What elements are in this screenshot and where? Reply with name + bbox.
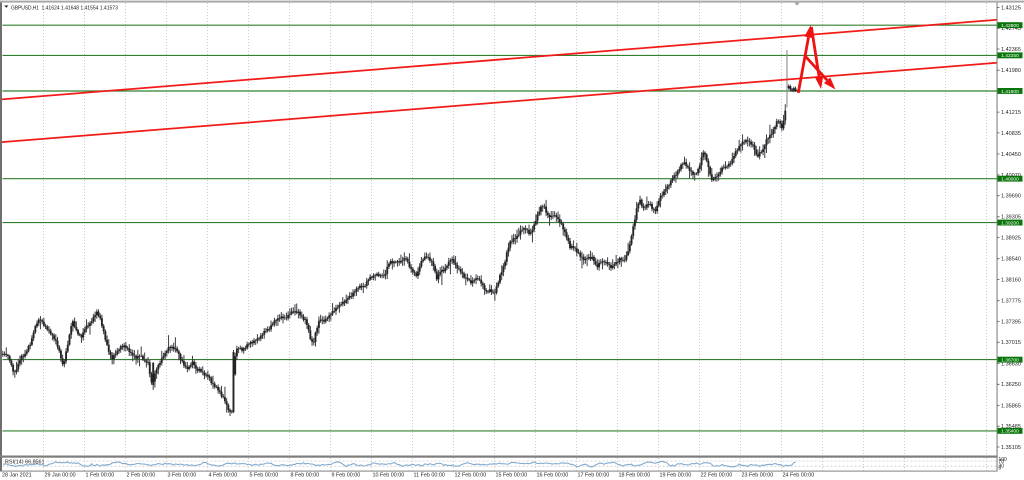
svg-text:1.42745: 1.42745 — [1001, 26, 1021, 32]
svg-text:1.35865: 1.35865 — [1001, 403, 1021, 409]
svg-text:8 Feb 00:00: 8 Feb 00:00 — [291, 473, 320, 479]
svg-text:1.41600: 1.41600 — [1001, 89, 1019, 95]
svg-text:1.36700: 1.36700 — [1001, 357, 1019, 363]
svg-text:1.39200: 1.39200 — [1001, 220, 1019, 226]
svg-text:1.43125: 1.43125 — [1001, 5, 1021, 11]
svg-text:4 Feb 00:00: 4 Feb 00:00 — [209, 473, 238, 479]
svg-text:1.41624 1.41648 1.41554 1.4157: 1.41624 1.41648 1.41554 1.41573 — [42, 6, 119, 12]
svg-text:12 Feb 00:00: 12 Feb 00:00 — [455, 473, 487, 479]
svg-text:1.40835: 1.40835 — [1001, 131, 1021, 137]
svg-text:3 Feb 00:00: 3 Feb 00:00 — [168, 473, 197, 479]
svg-text:19 Feb 00:00: 19 Feb 00:00 — [660, 473, 692, 479]
svg-text:11 Feb 00:00: 11 Feb 00:00 — [414, 473, 445, 479]
svg-text:30: 30 — [999, 463, 1005, 469]
svg-text:1.37395: 1.37395 — [1001, 319, 1021, 325]
svg-text:1.37015: 1.37015 — [1001, 340, 1021, 346]
svg-text:23 Feb 00:00: 23 Feb 00:00 — [742, 473, 774, 479]
svg-text:1.38925: 1.38925 — [1001, 236, 1021, 242]
svg-text:100: 100 — [999, 457, 1008, 463]
svg-text:1.36630: 1.36630 — [1001, 361, 1021, 367]
svg-text:1.40450: 1.40450 — [1001, 152, 1021, 158]
svg-text:1.38160: 1.38160 — [1001, 278, 1021, 284]
svg-text:10 Feb 00:00: 10 Feb 00:00 — [373, 473, 405, 479]
svg-text:1 Feb 00:00: 1 Feb 00:00 — [86, 473, 115, 479]
svg-text:RSI(14) 66.8561: RSI(14) 66.8561 — [5, 459, 45, 465]
svg-text:1.42365: 1.42365 — [1001, 47, 1021, 53]
svg-text:28 Jan 2021: 28 Jan 2021 — [2, 473, 32, 479]
svg-text:GBPUSD,H1: GBPUSD,H1 — [11, 6, 39, 12]
svg-text:1.37775: 1.37775 — [1001, 299, 1021, 305]
svg-text:22 Feb 00:00: 22 Feb 00:00 — [701, 473, 733, 479]
svg-text:1.39305: 1.39305 — [1001, 215, 1021, 221]
svg-text:1.41215: 1.41215 — [1001, 110, 1021, 116]
svg-text:0: 0 — [999, 465, 1002, 471]
svg-text:1.39690: 1.39690 — [1001, 194, 1021, 200]
svg-text:17 Feb 00:00: 17 Feb 00:00 — [578, 473, 610, 479]
svg-text:29 Jan 00:00: 29 Jan 00:00 — [45, 473, 76, 479]
svg-text:1.41980: 1.41980 — [1001, 68, 1021, 74]
svg-text:1.42800: 1.42800 — [1001, 23, 1019, 29]
svg-text:1.36250: 1.36250 — [1001, 382, 1021, 388]
svg-text:9 Feb 00:00: 9 Feb 00:00 — [332, 473, 361, 479]
svg-text:1.35105: 1.35105 — [1001, 445, 1021, 451]
svg-text:24 Feb 00:00: 24 Feb 00:00 — [783, 473, 815, 479]
svg-text:5 Feb 00:00: 5 Feb 00:00 — [250, 473, 279, 479]
svg-text:15 Feb 00:00: 15 Feb 00:00 — [496, 473, 528, 479]
svg-text:1.40000: 1.40000 — [1001, 177, 1019, 183]
svg-text:16 Feb 00:00: 16 Feb 00:00 — [537, 473, 569, 479]
svg-text:1.35485: 1.35485 — [1001, 424, 1021, 430]
svg-text:1.38540: 1.38540 — [1001, 257, 1021, 263]
svg-text:1.42250: 1.42250 — [1001, 53, 1019, 59]
svg-text:70: 70 — [999, 459, 1005, 465]
svg-text:1.35400: 1.35400 — [1001, 429, 1019, 435]
svg-text:2 Feb 00:00: 2 Feb 00:00 — [127, 473, 156, 479]
svg-text:18 Feb 00:00: 18 Feb 00:00 — [619, 473, 651, 479]
